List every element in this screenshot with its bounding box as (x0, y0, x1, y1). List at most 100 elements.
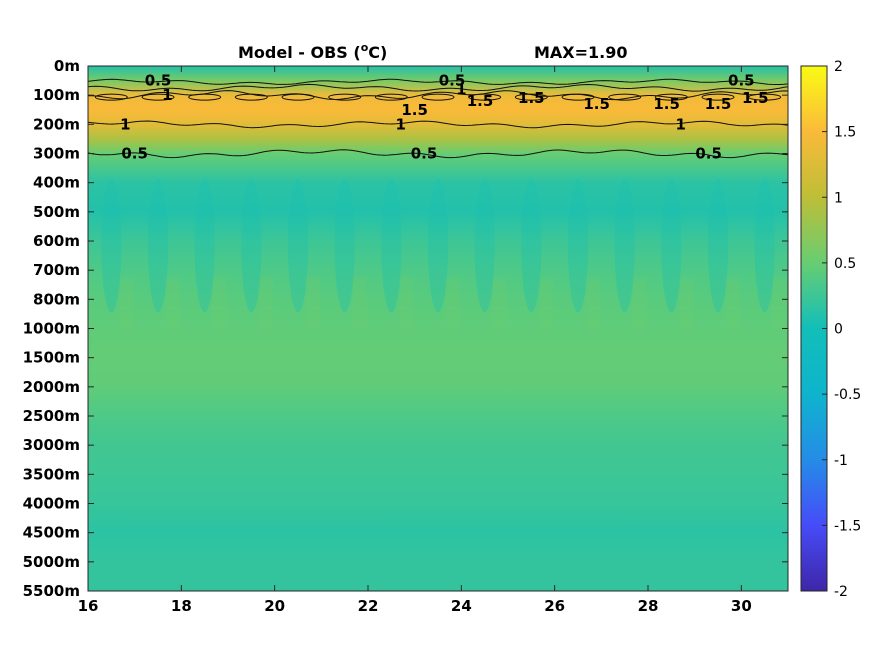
contour-line (561, 93, 595, 101)
y-tick-label: 600m (33, 232, 80, 250)
colorbar: 2 1.5 1 0.5 0 -0.5 -1 -1.5 -2 (800, 59, 861, 600)
contour-label: 1.5 (467, 92, 494, 110)
contour-label: 0.5 (439, 72, 466, 90)
contour-label: 1 (395, 115, 405, 133)
texture-mark (194, 178, 215, 313)
colorbar-tick-label: -1 (834, 453, 848, 469)
texture-mark (148, 178, 168, 313)
contour-line (514, 93, 548, 101)
contour-line (374, 93, 408, 101)
contour-line (701, 93, 735, 101)
contour-line (748, 93, 782, 101)
x-tick-label: 22 (358, 597, 379, 615)
contour-label: 0.5 (145, 72, 172, 90)
x-tick-label: 28 (638, 597, 659, 615)
y-tick-label: 2500m (23, 407, 80, 425)
texture-mark (474, 178, 495, 313)
colorbar-tick-label: 0.5 (834, 256, 856, 272)
colorbar-tick-label: 1 (834, 190, 843, 206)
y-tick-label: 4500m (23, 524, 80, 542)
x-tick-label: 26 (544, 597, 565, 615)
contour-line (188, 93, 222, 101)
texture-mark (119, 277, 134, 328)
y-tick-label: 5000m (23, 553, 80, 571)
contour-label: 1.5 (653, 95, 680, 113)
y-tick-label: 1000m (23, 320, 80, 338)
max-value-label: MAX=1.90 (534, 43, 628, 62)
y-tick-label: 0m (54, 57, 80, 75)
contour-line (88, 120, 788, 129)
contour-line (94, 93, 128, 101)
colorbar-tick-label: -1.5 (834, 518, 861, 534)
colorbar-tick-label: 1.5 (834, 125, 856, 141)
x-tick-label: 30 (731, 597, 752, 615)
y-tick-label: 4000m (23, 495, 80, 513)
contour-line (88, 78, 788, 85)
x-tick-label: 18 (171, 597, 192, 615)
contour-line (468, 93, 502, 101)
contour-line (328, 93, 362, 101)
texture-mark (381, 178, 402, 313)
contour-label: 0.5 (695, 145, 722, 163)
contour-lines (88, 78, 788, 159)
y-tick-label: 3500m (23, 465, 80, 483)
texture-mark (288, 178, 308, 313)
texture-mark (521, 178, 542, 313)
y-tick-label: 2000m (23, 378, 80, 396)
y-tick-label: 800m (33, 290, 80, 308)
x-axis: 16 18 20 22 24 26 28 30 (78, 66, 752, 615)
y-tick-label: 400m (33, 174, 80, 192)
texture-mark (754, 178, 775, 313)
contour-label: 1.5 (401, 101, 428, 119)
texture-mark (679, 277, 694, 328)
texture-mark (568, 178, 588, 313)
texture-mark (352, 277, 367, 328)
texture-mark (586, 277, 600, 328)
texture-mark (772, 277, 787, 328)
y-tick-label: 300m (33, 145, 80, 163)
contour-label: 0.5 (411, 145, 438, 163)
texture-mark (539, 277, 554, 328)
colorbar-tick-label: -0.5 (834, 387, 861, 403)
contour-label: 1 (675, 115, 685, 133)
contour-label: 1.5 (705, 95, 732, 113)
contour-line (141, 93, 175, 101)
texture-mark (446, 277, 460, 328)
texture-mark (241, 178, 262, 313)
texture-mark (399, 277, 414, 328)
contour-label: 1.5 (518, 89, 545, 107)
texture-mark (428, 178, 448, 313)
y-axis: 0m 100m 200m 300m 400m 500m 600m 700m 800m 1000m 1… (23, 57, 788, 600)
contour-line (88, 149, 788, 159)
colorbar-tick-label: 2 (834, 59, 843, 75)
texture-mark (166, 277, 180, 328)
texture-mark (101, 178, 122, 313)
y-tick-label: 1500m (23, 349, 80, 367)
x-tick-label: 24 (451, 597, 472, 615)
texture-mark (661, 178, 682, 313)
colorbar-ticks: 2 1.5 1 0.5 0 -0.5 -1 -1.5 -2 (822, 59, 861, 600)
heatmap-field (88, 66, 788, 591)
x-tick-label: 16 (78, 597, 99, 615)
contour-line (281, 93, 315, 101)
y-tick-label: 3000m (23, 436, 80, 454)
x-tick-label: 20 (264, 597, 285, 615)
texture-mark (632, 277, 647, 328)
texture-mark (708, 178, 728, 313)
contour-label: 1 (162, 86, 172, 104)
contour-line (421, 93, 455, 101)
contour-label: 1 (120, 115, 130, 133)
contour-label: 1.5 (742, 89, 769, 107)
contour-label: 0.5 (728, 72, 755, 90)
contour-line (654, 93, 688, 101)
y-tick-label: 200m (33, 115, 80, 133)
y-tick-label: 700m (33, 261, 80, 279)
texture-mark (614, 178, 635, 313)
contour-label: 1 (456, 80, 466, 98)
contour-line (608, 93, 642, 101)
chart-title: Model - OBS (oC) (238, 41, 387, 62)
colorbar-tick-label: -2 (834, 584, 848, 600)
